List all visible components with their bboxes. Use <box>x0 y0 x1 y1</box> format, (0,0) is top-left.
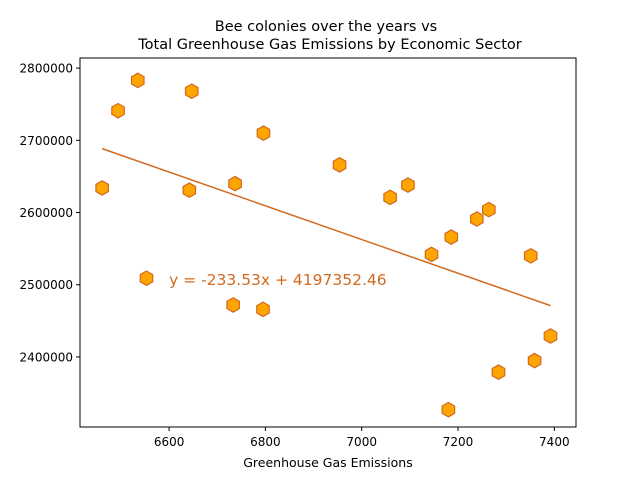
data-point <box>441 401 456 418</box>
chart-title-line-1: Bee colonies over the years vs <box>215 19 437 35</box>
x-tick-label: 6800 <box>250 435 281 449</box>
data-point <box>226 297 240 313</box>
data-point <box>491 364 506 381</box>
data-point <box>383 189 397 206</box>
data-point <box>228 175 242 192</box>
y-axis-ticks: 2400000 2500000 2600000 2700000 2800000 <box>20 62 80 364</box>
x-axis-label: Greenhouse Gas Emissions <box>243 455 412 470</box>
data-point <box>256 301 270 318</box>
data-point <box>523 247 538 264</box>
data-point <box>469 211 484 227</box>
x-tick-label: 7400 <box>539 435 570 449</box>
y-tick-label: 2600000 <box>20 206 73 220</box>
trendline-equation-label: y = -233.53x + 4197352.46 <box>169 271 387 289</box>
chart-title-line-2: Total Greenhouse Gas Emissions by Econom… <box>137 37 522 53</box>
x-tick-label: 7200 <box>443 435 474 449</box>
x-axis-ticks: 6600 6800 7000 7200 7400 <box>154 427 570 449</box>
data-point <box>332 156 347 173</box>
data-point <box>527 352 542 369</box>
data-point <box>184 83 199 100</box>
trendline-layer <box>101 147 551 307</box>
data-point <box>256 125 271 141</box>
data-point <box>95 180 109 196</box>
data-point <box>130 72 145 89</box>
data-point <box>482 201 496 218</box>
y-tick-label: 2500000 <box>20 278 73 292</box>
data-point <box>401 177 415 193</box>
plot-frame <box>79 57 577 428</box>
data-point <box>182 182 197 199</box>
plot-area <box>80 58 576 427</box>
data-point <box>139 270 154 287</box>
data-point <box>444 229 459 245</box>
data-points-layer <box>95 72 558 418</box>
trendline <box>101 147 551 307</box>
y-tick-label: 2700000 <box>20 134 73 148</box>
y-tick-label: 2800000 <box>20 62 73 76</box>
data-point <box>111 102 125 119</box>
y-tick-label: 2400000 <box>20 350 73 364</box>
data-point <box>424 246 439 263</box>
x-tick-label: 7000 <box>346 435 377 449</box>
data-point <box>543 328 558 344</box>
x-tick-label: 6600 <box>154 435 185 449</box>
